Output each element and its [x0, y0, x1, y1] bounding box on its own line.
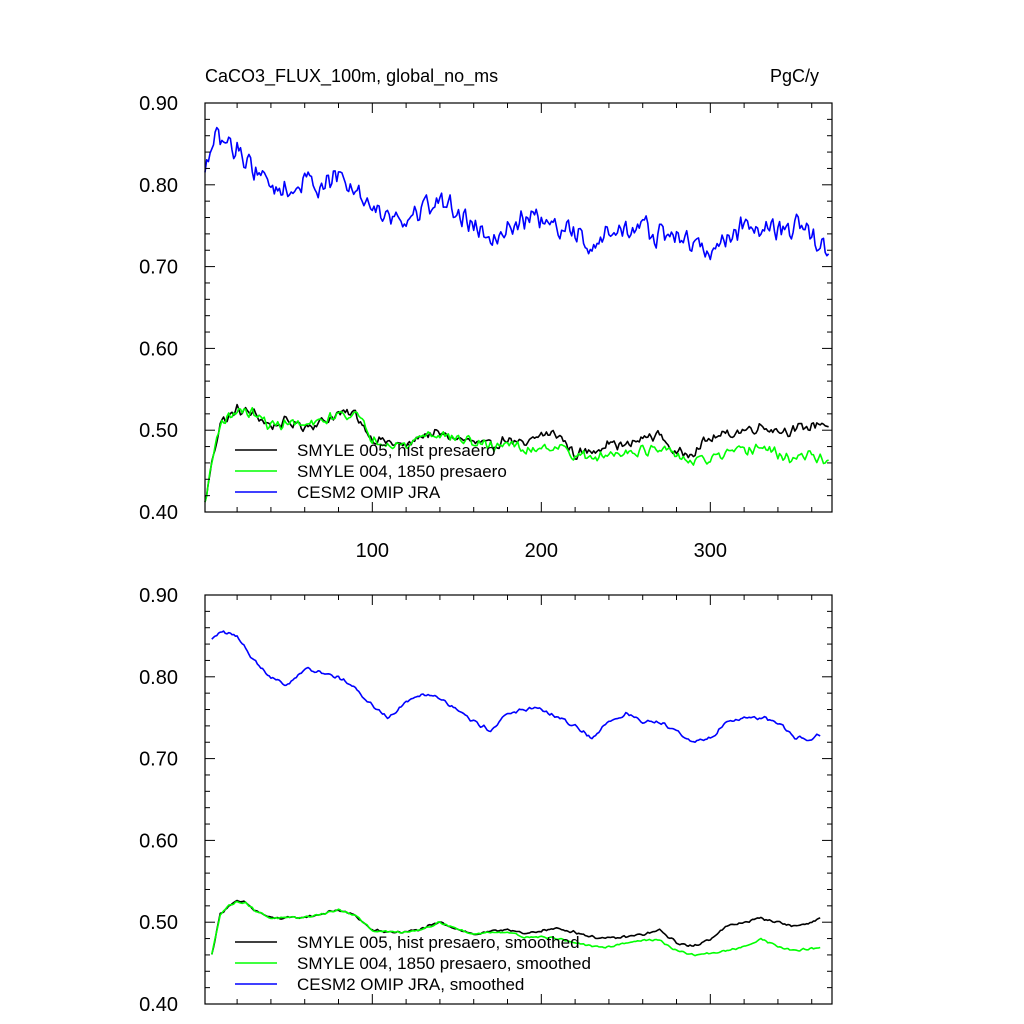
y-tick-label: 0.70 [139, 257, 178, 279]
y-tick-label: 0.80 [139, 667, 178, 689]
bottom-panel: 0.40 0.50 0.60 0.70 0.80 0.90 SMYLE 005, hist … [139, 585, 833, 1016]
series-line-2 [204, 406, 829, 503]
legend-label: SMYLE 005, hist presaero [297, 441, 495, 460]
series-lines [211, 630, 821, 957]
legend-label: CESM2 OMIP JRA [297, 483, 441, 502]
units-label: PgC/y [770, 66, 819, 86]
y-axis: 0.40 0.50 0.60 0.70 0.80 0.90 [139, 93, 832, 524]
x-tick-label: 100 [356, 540, 389, 562]
x-tick-label: 200 [525, 540, 558, 562]
top-panel: 0.40 0.50 0.60 0.70 0.80 0.90 100 200 300 SMYLE 0… [139, 93, 833, 562]
y-tick-label: 0.50 [139, 420, 178, 442]
x-axis: 100 200 300 [236, 103, 813, 562]
series-line-2 [211, 900, 821, 957]
series-lines [204, 126, 830, 503]
y-axis: 0.40 0.50 0.60 0.70 0.80 0.90 [139, 585, 832, 1016]
y-tick-label: 0.60 [139, 830, 178, 852]
series-line-3 [211, 630, 821, 743]
legend-label: CESM2 OMIP JRA, smoothed [297, 975, 524, 994]
legend: SMYLE 005, hist presaero SMYLE 004, 1850 … [235, 441, 507, 502]
legend-label: SMYLE 004, 1850 presaero [297, 462, 507, 481]
y-tick-label: 0.60 [139, 338, 178, 360]
chart-title: CaCO3_FLUX_100m, global_no_ms [205, 66, 498, 87]
y-tick-label: 0.40 [139, 994, 178, 1016]
series-line-3 [204, 126, 830, 261]
y-tick-label: 0.80 [139, 175, 178, 197]
legend: SMYLE 005, hist presaero, smoothed SMYLE … [235, 933, 591, 994]
plot-frame [204, 102, 833, 513]
y-tick-label: 0.90 [139, 585, 178, 607]
legend-label: SMYLE 004, 1850 presaero, smoothed [297, 954, 591, 973]
plot-frame [204, 594, 833, 1005]
y-tick-label: 0.40 [139, 502, 178, 524]
y-tick-label: 0.50 [139, 912, 178, 934]
x-tick-label: 300 [694, 540, 727, 562]
y-tick-label: 0.70 [139, 749, 178, 771]
y-tick-label: 0.90 [139, 93, 178, 115]
legend-label: SMYLE 005, hist presaero, smoothed [297, 933, 580, 952]
x-axis [236, 595, 813, 1004]
